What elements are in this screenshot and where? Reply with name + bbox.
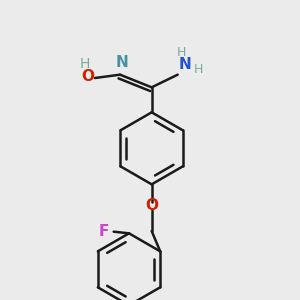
Text: N: N xyxy=(116,55,128,70)
Text: H: H xyxy=(194,63,203,76)
Text: H: H xyxy=(176,46,186,59)
Text: H: H xyxy=(79,57,89,71)
Text: O: O xyxy=(81,69,94,84)
Text: N: N xyxy=(179,57,192,72)
Text: O: O xyxy=(145,199,158,214)
Text: F: F xyxy=(99,224,109,239)
